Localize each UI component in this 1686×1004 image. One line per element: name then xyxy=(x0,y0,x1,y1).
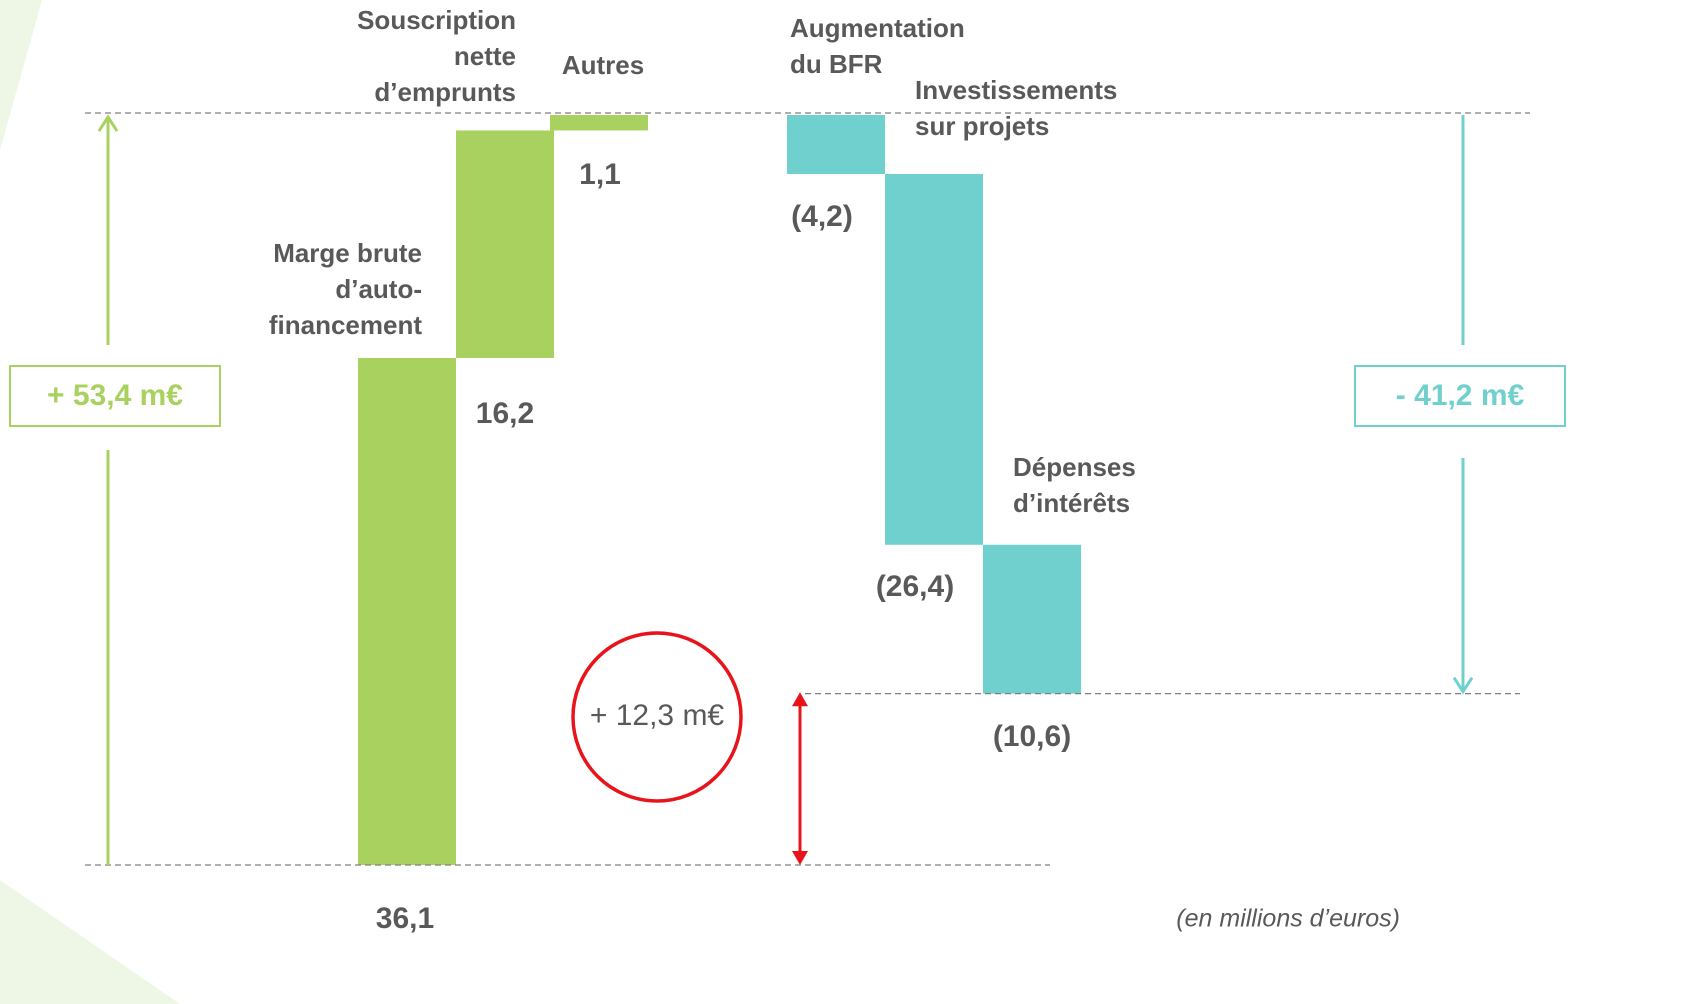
net-arrow-head xyxy=(792,851,808,865)
total-label: + 53,4 m€ xyxy=(47,379,183,412)
category-label: Investissements xyxy=(915,75,1117,105)
value-label: 16,2 xyxy=(476,397,534,430)
net-circle xyxy=(571,631,743,803)
decor xyxy=(0,0,42,150)
net-label: + 12,3 m€ xyxy=(590,699,725,732)
category-label: sur projets xyxy=(915,111,1049,141)
decor xyxy=(0,880,180,1004)
note: (en millions d’euros) xyxy=(1176,905,1400,933)
category-label: nette xyxy=(454,41,516,71)
bar xyxy=(550,115,648,131)
category-label: Augmentation xyxy=(790,13,965,43)
category-label: Souscription xyxy=(357,5,516,35)
bar xyxy=(358,357,456,865)
category-label: financement xyxy=(269,310,422,340)
value-label: 1,1 xyxy=(579,158,621,191)
value-label: (10,6) xyxy=(993,720,1071,753)
total-label: - 41,2 m€ xyxy=(1396,379,1525,412)
total-box xyxy=(9,365,221,427)
category-label: Dépenses xyxy=(1013,452,1136,482)
bar xyxy=(885,173,983,545)
bar xyxy=(787,115,885,174)
total-arrow-head xyxy=(1452,676,1474,695)
bar xyxy=(456,130,554,358)
total-arrow-head xyxy=(97,114,119,132)
category-label: du BFR xyxy=(790,49,883,79)
total-box xyxy=(1354,365,1566,427)
bar xyxy=(983,544,1081,694)
value-label: (26,4) xyxy=(876,570,954,603)
value-label: (4,2) xyxy=(791,200,853,233)
category-label: Autres xyxy=(562,50,644,80)
category-label: d’auto- xyxy=(335,274,422,304)
net-arrow-head xyxy=(792,692,808,707)
category-label: d’emprunts xyxy=(374,77,516,107)
category-label: Marge brute xyxy=(273,238,422,268)
category-label: d’intérêts xyxy=(1013,488,1130,518)
value-label: 36,1 xyxy=(376,902,434,935)
